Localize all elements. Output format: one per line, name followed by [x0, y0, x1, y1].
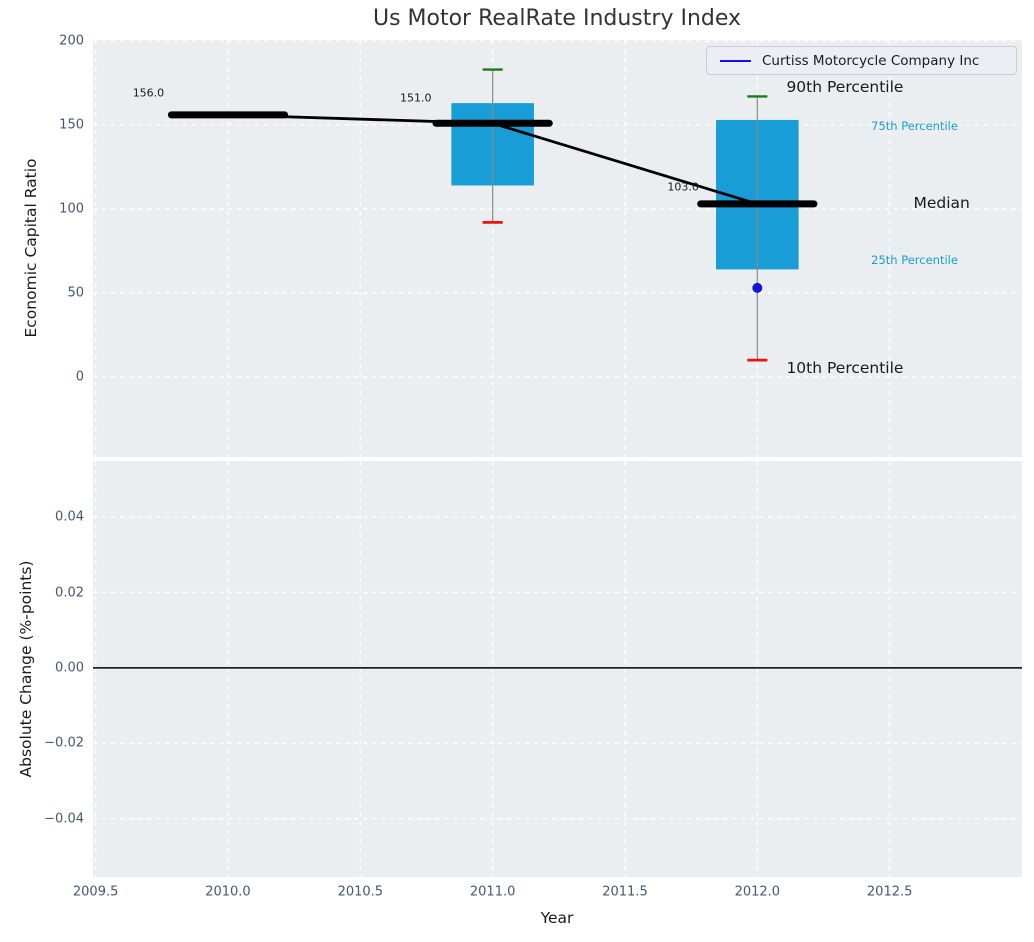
bottom-axes — [93, 461, 1022, 877]
annotation-10th-percentile: 10th Percentile — [786, 358, 904, 377]
chart-title: Us Motor RealRate Industry Index — [372, 6, 742, 31]
y-axis-label-top: Economic Capital Ratio — [22, 158, 40, 338]
y-tick-label-bottom: 0.00 — [55, 660, 84, 676]
y-tick-label-top: 50 — [67, 285, 84, 301]
y-tick-label-bottom: 0.02 — [55, 585, 84, 600]
x-tick-label: 2010.0 — [205, 884, 251, 900]
median-value-label: 156.0 — [132, 86, 165, 100]
legend-line-swatch — [720, 59, 751, 62]
x-tick-label: 2011.5 — [602, 884, 648, 900]
legend: Curtiss Motorcycle Company Inc — [706, 46, 1017, 75]
x-axis-label: Year — [540, 909, 574, 927]
y-tick-label-bottom: −0.02 — [44, 735, 84, 751]
y-tick-label-top: 200 — [59, 33, 84, 49]
annotation-median: Median — [913, 194, 970, 213]
y-tick-label-bottom: −0.04 — [44, 811, 84, 827]
median-value-label: 103.0 — [667, 180, 699, 194]
y-axis-label-bottom: Absolute Change (%-points) — [17, 560, 35, 778]
y-tick-label-bottom: 0.04 — [55, 509, 84, 525]
annotation-90th-percentile: 90th Percentile — [786, 78, 904, 97]
annotation-75th-percentile: 75th Percentile — [871, 118, 958, 133]
annotation-25th-percentile: 25th Percentile — [871, 253, 958, 267]
x-tick-label: 2012.0 — [734, 884, 781, 900]
x-tick-label: 2010.5 — [337, 884, 384, 900]
y-tick-label-top: 100 — [59, 201, 84, 217]
x-tick-label: 2012.5 — [866, 884, 913, 900]
legend-label: Curtiss Motorcycle Company Inc — [762, 52, 980, 69]
y-tick-label-top: 150 — [59, 117, 84, 133]
median-value-label: 151.0 — [400, 91, 432, 105]
top-axes — [93, 40, 1022, 457]
x-tick-label: 2011.0 — [469, 884, 516, 900]
x-tick-label: 2009.5 — [72, 884, 119, 900]
y-tick-label-top: 0 — [75, 369, 84, 385]
